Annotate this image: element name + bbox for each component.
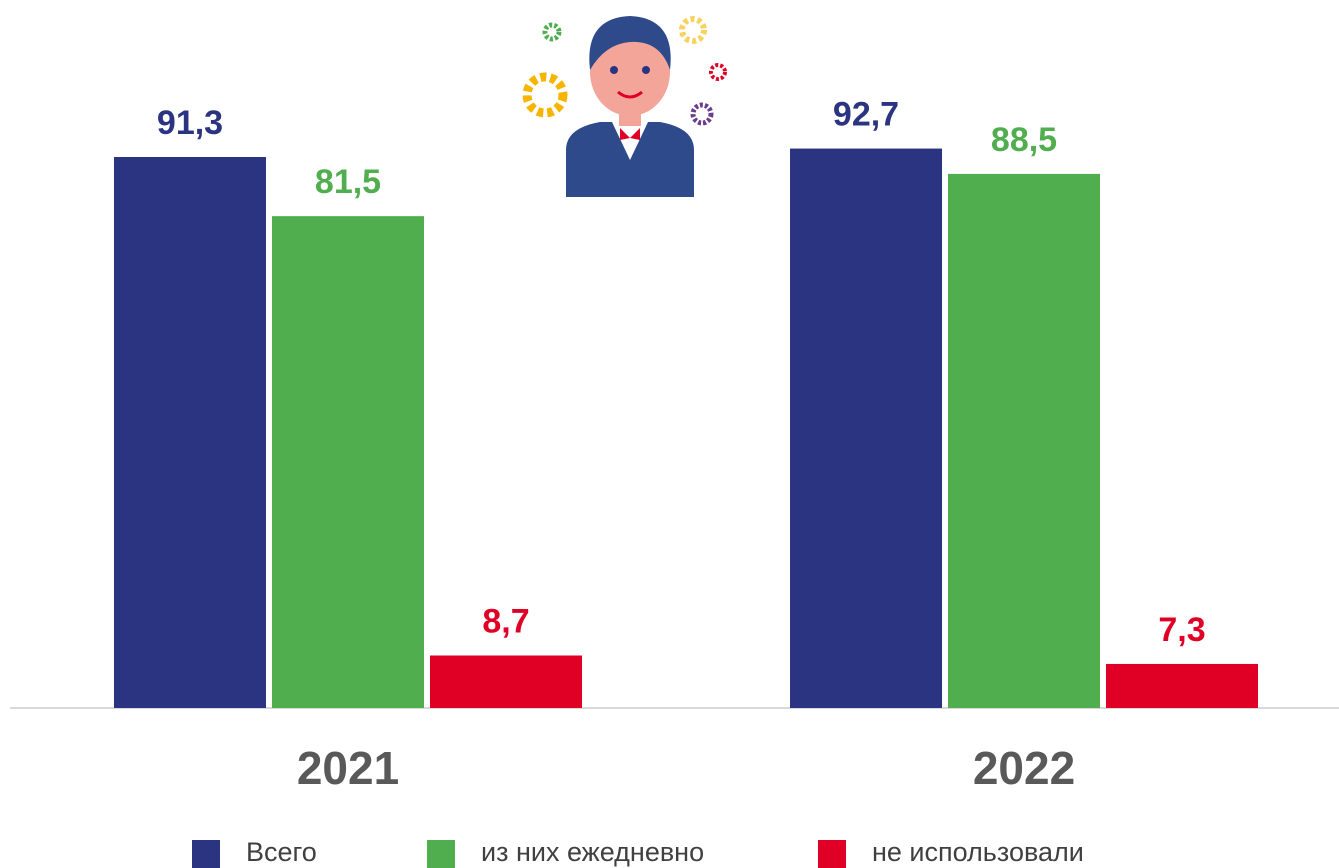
legend-label: из них ежедневно — [481, 837, 704, 867]
bar — [948, 173, 1100, 709]
bar — [430, 655, 582, 708]
value-label: 88,5 — [991, 121, 1057, 159]
legend-swatch — [427, 840, 455, 868]
legend-swatch — [192, 840, 220, 868]
value-label: 8,7 — [482, 602, 529, 640]
category-label: 2022 — [973, 742, 1075, 794]
bar — [114, 157, 266, 708]
value-label: 7,3 — [1158, 611, 1205, 649]
legend-label: Всего — [246, 837, 317, 867]
value-label: 81,5 — [315, 163, 381, 201]
legend-label: не использовали — [872, 837, 1084, 867]
illustration — [522, 16, 727, 197]
legend-swatch — [818, 840, 846, 868]
value-label: 92,7 — [833, 96, 899, 134]
value-label: 91,3 — [157, 104, 223, 142]
bar — [1106, 663, 1258, 708]
category-label: 2021 — [297, 742, 399, 794]
bar — [272, 216, 424, 708]
bar — [790, 148, 942, 709]
